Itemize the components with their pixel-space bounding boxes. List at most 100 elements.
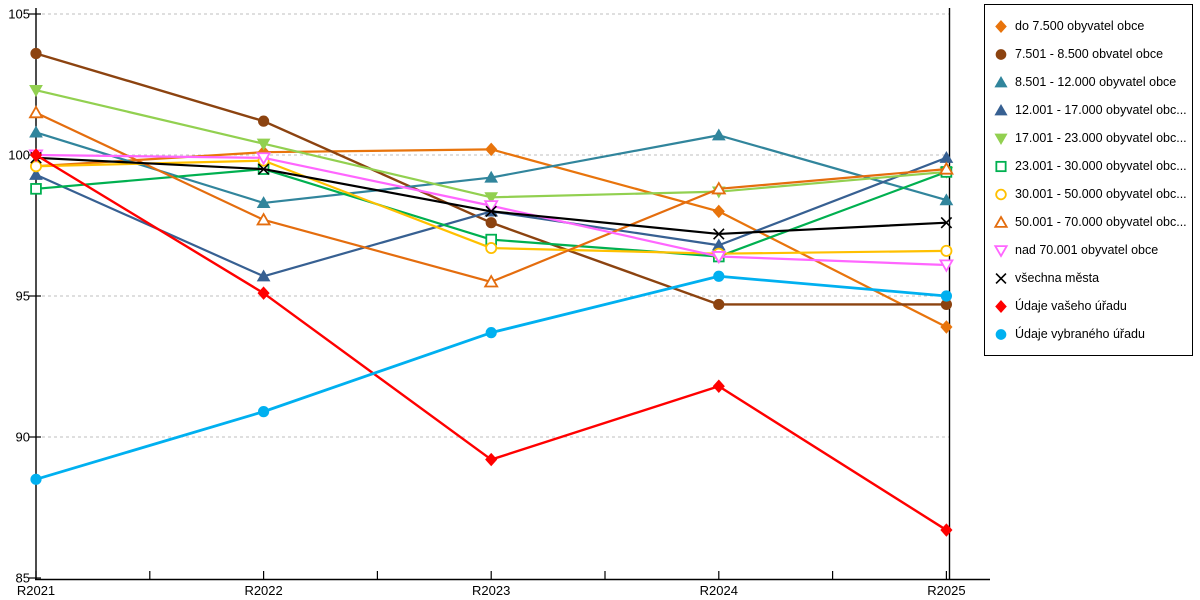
circle-marker-icon	[995, 328, 1007, 340]
circle-marker-icon	[258, 115, 270, 127]
circle-marker-icon	[713, 270, 725, 282]
triangle-up-marker-icon	[993, 214, 1009, 228]
legend-item-6: 30.001 - 50.000 obyvatel obc...	[985, 180, 1192, 208]
legend-item-4: 17.001 - 23.000 obyvatel obc...	[985, 124, 1192, 152]
triangle-down-marker-icon	[256, 138, 271, 151]
series-10	[29, 148, 953, 537]
legend-item-9: všechna města	[985, 264, 1192, 292]
series-2	[29, 125, 954, 209]
legend-item-label: 23.001 - 30.000 obyvatel obc...	[1015, 159, 1187, 173]
x-tick-label: R2021	[17, 583, 55, 598]
circle-marker-icon	[940, 244, 953, 257]
triangle-up-marker-icon	[29, 125, 43, 138]
legend-item-label: 17.001 - 23.000 obyvatel obc...	[1015, 131, 1187, 145]
triangle-up-marker-icon	[711, 181, 727, 195]
circle-marker-icon	[485, 217, 497, 229]
triangle-up-marker-icon	[28, 105, 44, 119]
circle-marker-icon	[995, 188, 1007, 200]
y-tick-label: 105	[8, 7, 30, 22]
triangle-up-marker-icon	[939, 193, 954, 206]
x-tick-label: R2024	[700, 583, 738, 598]
triangle-up-marker-icon	[256, 269, 271, 282]
legend-item-label: Údaje vašeho úřadu	[1015, 299, 1127, 313]
legend-item-label: 12.001 - 17.000 obyvatel obc...	[1015, 103, 1187, 117]
x-tick-label: R2023	[472, 583, 510, 598]
triangle-down-marker-icon	[256, 152, 272, 166]
circle-marker-icon	[940, 290, 953, 302]
x-marker-icon	[485, 205, 497, 218]
circle-marker-icon	[30, 47, 42, 60]
circle-marker-icon	[30, 473, 42, 485]
legend-item-label: nad 70.001 obyvatel obce	[1015, 243, 1159, 257]
legend-item-1: 7.501 - 8.500 obvatel obce	[985, 40, 1192, 68]
diamond-marker-icon	[712, 379, 725, 393]
diamond-marker-icon	[29, 148, 43, 162]
diamond-marker-icon	[485, 452, 498, 467]
square-marker-icon	[30, 183, 42, 195]
diamond-marker-icon	[940, 320, 953, 334]
x-tick-label: R2022	[244, 583, 282, 598]
legend: do 7.500 obyvatel obce 7.501 - 8.500 obva…	[984, 4, 1193, 356]
legend-item-5: 23.001 - 30.000 obyvatel obc...	[985, 152, 1192, 180]
circle-marker-icon	[995, 48, 1007, 60]
x-marker-icon	[940, 216, 953, 229]
triangle-down-marker-icon	[484, 192, 499, 205]
legend-item-label: 8.501 - 12.000 obyvatel obce	[1015, 75, 1177, 89]
diamond-marker-icon	[712, 204, 725, 219]
legend-item-label: 7.501 - 8.500 obvatel obce	[1015, 47, 1164, 61]
legend-item-0: do 7.500 obyvatel obce	[985, 12, 1192, 40]
triangle-down-marker-icon	[994, 133, 1008, 145]
diamond-marker-icon	[995, 299, 1007, 313]
legend-item-label: do 7.500 obyvatel obce	[1015, 19, 1145, 33]
triangle-down-marker-icon	[711, 251, 727, 265]
legend-item-label: 30.001 - 50.000 obyvatel obc...	[1015, 187, 1187, 201]
legend-item-label: Údaje vybraného úřadu	[1015, 327, 1145, 341]
y-tick-label: 95	[16, 289, 30, 304]
legend-item-11: Údaje vybraného úřadu	[985, 320, 1192, 348]
legend-item-2: 8.501 - 12.000 obyvatel obce	[985, 68, 1192, 96]
legend-item-7: 50.001 - 70.000 obyvatel obc...	[985, 208, 1192, 236]
triangle-up-marker-icon	[994, 103, 1008, 115]
triangle-up-marker-icon	[939, 151, 954, 163]
legend-item-label: 50.001 - 70.000 obyvatel obc...	[1015, 215, 1187, 229]
triangle-up-marker-icon	[29, 167, 43, 180]
x-tick-label: R2025	[927, 583, 965, 598]
series-7	[28, 105, 954, 288]
circle-marker-icon	[258, 406, 270, 418]
y-tick-label: 85	[16, 571, 30, 586]
triangle-up-marker-icon	[938, 161, 954, 175]
triangle-down-marker-icon	[938, 259, 954, 273]
legend-item-label: všechna města	[1015, 271, 1100, 285]
triangle-up-marker-icon	[256, 212, 272, 226]
series-11	[30, 270, 953, 485]
y-tick-label: 90	[16, 430, 30, 445]
triangle-up-marker-icon	[483, 274, 499, 288]
square-marker-icon	[995, 160, 1007, 172]
circle-marker-icon	[713, 298, 725, 311]
triangle-up-marker-icon	[711, 128, 726, 141]
x-marker-icon	[713, 228, 725, 240]
diamond-marker-icon	[940, 523, 953, 537]
legend-item-10: Údaje vašeho úřadu	[985, 292, 1192, 320]
circle-marker-icon	[485, 327, 497, 339]
triangle-up-marker-icon	[484, 170, 499, 183]
triangle-down-marker-icon	[993, 244, 1009, 258]
legend-item-8: nad 70.001 obyvatel obce	[985, 236, 1192, 264]
diamond-marker-icon	[995, 19, 1007, 33]
legend-item-3: 12.001 - 17.000 obyvatel obc...	[985, 96, 1192, 124]
series-line-11	[34, 274, 948, 481]
diamond-marker-icon	[257, 286, 270, 300]
diamond-marker-icon	[485, 142, 498, 157]
triangle-up-marker-icon	[994, 75, 1008, 87]
series-1	[30, 47, 953, 311]
circle-marker-icon	[485, 242, 498, 255]
triangle-up-marker-icon	[256, 196, 271, 209]
x-marker-icon	[995, 272, 1007, 284]
triangle-down-marker-icon	[483, 200, 499, 214]
y-tick-label: 100	[8, 148, 30, 163]
x-marker-icon	[257, 163, 270, 175]
circle-marker-icon	[29, 160, 42, 173]
triangle-down-marker-icon	[29, 85, 43, 97]
